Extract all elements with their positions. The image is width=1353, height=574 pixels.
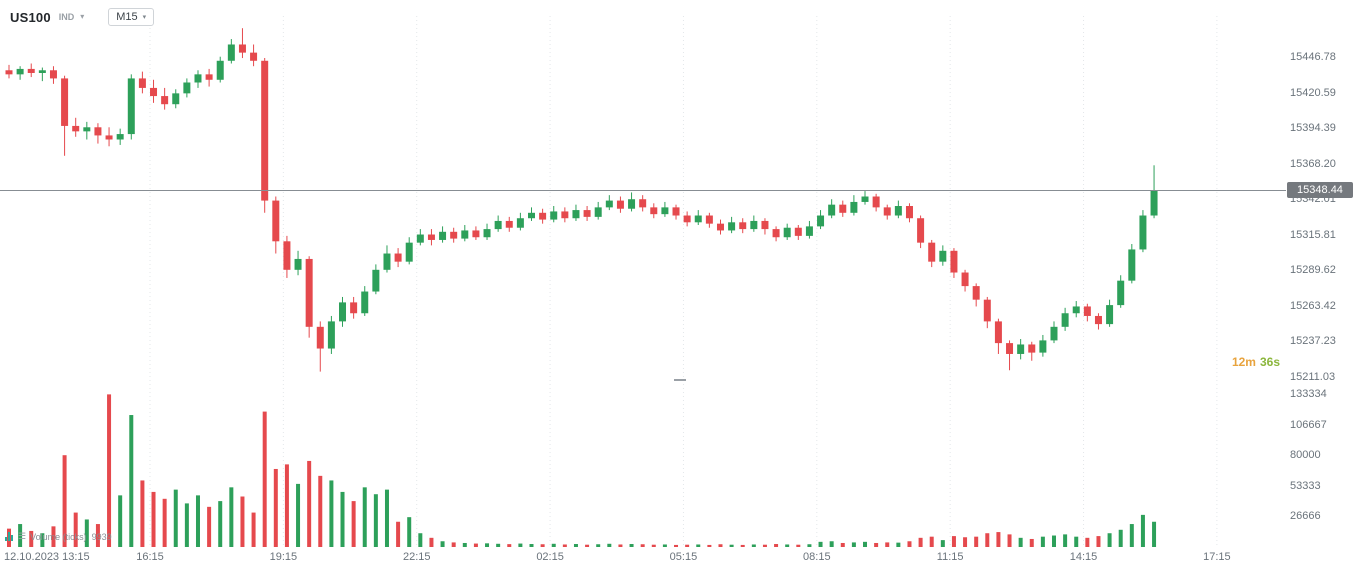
price-tick-label: 15446.78 xyxy=(1290,51,1336,63)
volume-tick-label: 26666 xyxy=(1290,510,1321,523)
price-tick-label: 15211.03 xyxy=(1290,371,1336,383)
symbol-label: US100 xyxy=(10,9,51,25)
time-tick-label: 17:15 xyxy=(1203,551,1231,563)
timeframe-label: M15 xyxy=(116,11,138,23)
countdown-seconds: 36s xyxy=(1259,355,1280,369)
time-tick-label: 08:15 xyxy=(803,551,831,563)
price-axis[interactable]: 15446.78 15420.59 15394.39 15368.20 15342.01… xyxy=(1286,0,1353,548)
price-tick-label: 15289.62 xyxy=(1290,264,1336,277)
market-type-label: IND xyxy=(58,12,75,22)
time-tick-label: 11:15 xyxy=(936,551,964,563)
time-tick-label: 16:15 xyxy=(136,551,164,563)
time-axis[interactable]: 12.10.2023 13:15 16:15 19:15 22:15 02:15 05:… xyxy=(0,548,1353,574)
volume-indicator-icon xyxy=(5,532,13,541)
candle-countdown: 12m 36s xyxy=(1180,355,1280,369)
time-tick-label: 14:15 xyxy=(1069,551,1098,563)
volume-tick-label: 53333 xyxy=(1290,479,1321,492)
time-tick-label: 22:15 xyxy=(402,551,431,563)
instrument-header: US100 IND ▾ M15 ▾ xyxy=(10,8,155,26)
indicator-label: Volume (ticks) xyxy=(30,531,87,542)
legend-menu-icon[interactable]: ☰ xyxy=(18,531,26,541)
price-tick-label: 15237.23 xyxy=(1290,335,1336,348)
current-price-badge: 15348.44 xyxy=(1287,182,1353,199)
price-tick-label: 15420.59 xyxy=(1290,86,1336,99)
countdown-minutes: 12m xyxy=(1231,355,1256,369)
price-tick-label: 15315.81 xyxy=(1290,228,1336,241)
volume-tick-label: 106667 xyxy=(1290,418,1327,431)
time-tick-label: 19:15 xyxy=(269,551,298,563)
volume-tick-label: 80000 xyxy=(1290,449,1321,462)
timeframe-chevron-down-icon: ▾ xyxy=(142,13,147,21)
time-tick-label: 05:15 xyxy=(669,551,698,563)
volume-indicator-legend[interactable]: ☰ Volume (ticks) 9939 xyxy=(5,531,112,542)
time-tick-label: 02:15 xyxy=(536,551,564,563)
current-price-line xyxy=(0,190,1286,192)
volume-tick-label: 133334 xyxy=(1290,388,1327,400)
time-tick-label-first: 12.10.2023 13:15 xyxy=(4,551,90,563)
price-tick-label: 15394.39 xyxy=(1290,122,1336,135)
price-tick-label: 15368.20 xyxy=(1290,157,1336,170)
symbol-chevron-down-icon[interactable]: ▾ xyxy=(80,12,85,21)
price-tick-label: 15263.42 xyxy=(1290,299,1336,312)
pane-resize-handle[interactable] xyxy=(674,379,686,384)
indicator-value: 9939 xyxy=(91,531,112,542)
timeframe-select[interactable]: M15 ▾ xyxy=(108,8,155,26)
